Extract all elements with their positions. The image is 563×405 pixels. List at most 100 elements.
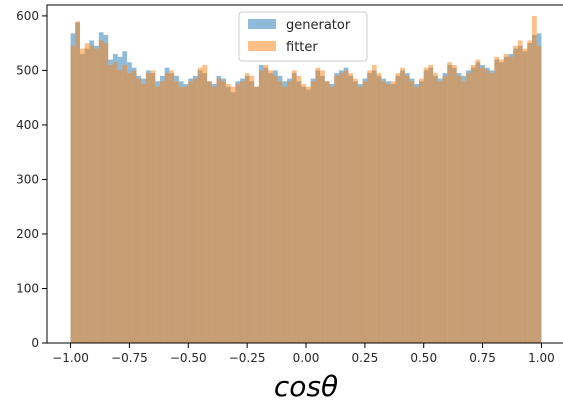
- histogram-bar: [499, 59, 504, 344]
- histogram-bar: [527, 40, 533, 343]
- histogram-bar: [324, 81, 330, 344]
- histogram-bar: [315, 67, 321, 344]
- histogram-bar: [466, 73, 471, 343]
- histogram-bar: [532, 15, 537, 343]
- histogram-bar: [174, 81, 179, 344]
- histogram-bar: [334, 75, 339, 343]
- histogram-bar: [414, 86, 420, 343]
- axes-layer: −1.00 −0.75 −0.50 −0.25 0.00 0.25 0.50 0.75 1.00…: [16, 4, 563, 365]
- x-tick-label: 0.75: [469, 351, 496, 365]
- histogram-bar: [320, 70, 325, 343]
- series-fitter: [70, 15, 542, 344]
- histogram-bar: [178, 86, 184, 343]
- x-tick-label: −1.00: [52, 351, 89, 365]
- x-tick-label: −0.75: [111, 351, 148, 365]
- histogram-bar: [282, 86, 288, 343]
- histogram-bar: [127, 73, 132, 343]
- x-tick-label: −0.25: [229, 351, 266, 365]
- histogram-bar: [225, 84, 231, 343]
- histogram-bar: [451, 64, 457, 343]
- histogram-bar: [461, 81, 467, 344]
- histogram-bar: [221, 81, 226, 344]
- histogram-bar: [442, 75, 448, 343]
- histogram-bar: [108, 64, 113, 343]
- x-tick-label: 1.00: [528, 351, 555, 365]
- histogram-bar: [79, 48, 85, 343]
- histogram-bar: [296, 75, 302, 343]
- bars-layer: [70, 15, 542, 344]
- histogram-bar: [409, 81, 415, 344]
- histogram-bar: [484, 70, 490, 343]
- histogram-bar: [433, 73, 438, 343]
- histogram-bar: [183, 86, 189, 343]
- histogram-bar: [244, 73, 250, 343]
- legend-label-generator: generator: [286, 18, 351, 33]
- histogram-bar: [371, 64, 377, 343]
- histogram-bar: [419, 78, 424, 343]
- histogram-bar: [329, 86, 335, 343]
- histogram-bar: [188, 81, 193, 344]
- histogram-bar: [122, 64, 128, 343]
- histogram-bar: [70, 45, 76, 344]
- histogram-bar: [338, 73, 344, 343]
- histogram-bar: [494, 56, 500, 344]
- histogram-bar: [428, 64, 434, 343]
- histogram-bar: [291, 70, 297, 343]
- histogram-bar: [348, 73, 354, 343]
- histogram-bar: [437, 81, 443, 344]
- histogram-bar: [94, 48, 99, 343]
- histogram-bar: [273, 75, 278, 343]
- histogram-bar: [475, 59, 481, 344]
- histogram-bar: [263, 64, 269, 343]
- histogram-bar: [456, 75, 462, 343]
- histogram-bar: [517, 40, 523, 343]
- y-tick-label: 400: [16, 118, 39, 132]
- histogram-bar: [390, 81, 396, 344]
- y-tick-label: 300: [16, 172, 39, 186]
- histogram-bar: [136, 78, 142, 343]
- histogram-bar: [470, 64, 476, 343]
- histogram-bar: [258, 70, 264, 343]
- y-tick-label: 200: [16, 227, 39, 241]
- legend-swatch-generator: [248, 19, 276, 29]
- y-tick-label: 100: [16, 281, 39, 295]
- histogram-bar: [489, 73, 495, 343]
- histogram-bar: [211, 86, 217, 343]
- x-axis-label: cosθ: [274, 370, 338, 403]
- histogram-bar: [254, 86, 259, 343]
- legend-label-fitter: fitter: [286, 40, 318, 55]
- histogram-bar: [362, 81, 368, 344]
- histogram-bar: [103, 43, 109, 344]
- histogram-bar: [513, 45, 518, 344]
- histogram-bar: [207, 81, 212, 344]
- histogram-bar: [306, 86, 311, 343]
- histogram-bar: [277, 81, 283, 344]
- y-tick-label: 500: [16, 63, 39, 77]
- histogram-bar: [353, 78, 358, 343]
- histogram-bar: [310, 81, 316, 344]
- x-tick-label: 0.50: [410, 351, 437, 365]
- histogram-bar: [522, 48, 528, 343]
- histogram-bar: [235, 84, 241, 343]
- histogram-bar: [536, 45, 542, 344]
- histogram-bar: [404, 75, 410, 343]
- histogram-bar: [287, 81, 292, 344]
- histogram-bar: [386, 84, 391, 343]
- histogram-bar: [367, 70, 372, 343]
- x-tick-label: 0.00: [293, 351, 320, 365]
- legend: generator fitter: [238, 11, 368, 62]
- histogram-bar: [301, 84, 306, 343]
- histogram-bar: [75, 21, 80, 344]
- histogram-bar: [197, 67, 203, 344]
- histogram-bar: [112, 62, 118, 343]
- histogram-bar: [160, 81, 165, 344]
- histogram-bar: [508, 56, 514, 344]
- histogram-bar: [145, 73, 151, 343]
- histogram-bar: [141, 84, 146, 343]
- histogram-bar: [376, 73, 382, 343]
- legend-swatch-fitter: [248, 41, 276, 51]
- histogram-bar: [249, 75, 255, 343]
- histogram-bar: [230, 86, 236, 343]
- histogram-bar: [84, 43, 90, 344]
